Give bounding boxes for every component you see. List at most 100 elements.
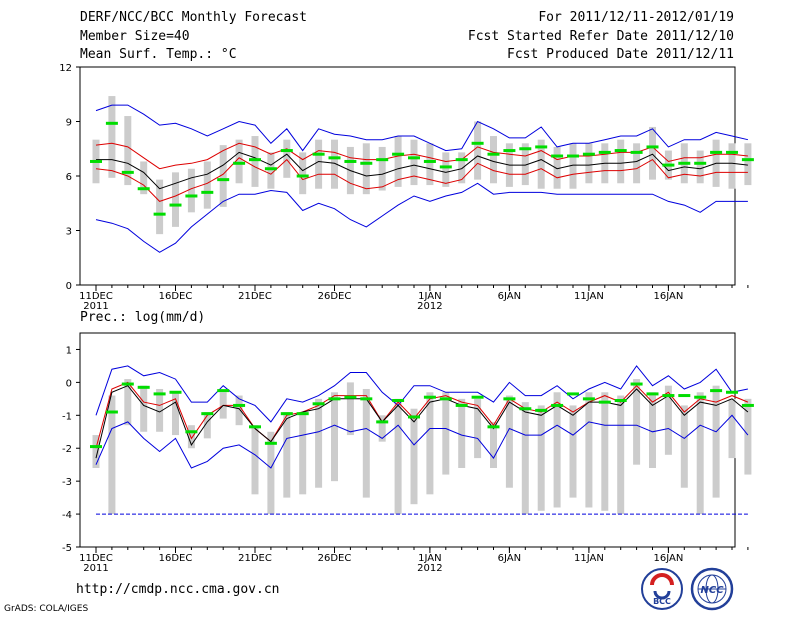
- x-tick-label: 6JAN: [498, 553, 521, 564]
- spread-box: [696, 392, 704, 515]
- spread-box: [442, 392, 450, 475]
- x-tick-label: 11DEC: [79, 553, 113, 564]
- spread-box: [394, 136, 402, 187]
- spread-box: [267, 152, 275, 189]
- min-line: [95, 182, 748, 253]
- y-tick-label: 6: [66, 172, 72, 183]
- spread-box: [283, 412, 291, 498]
- spread-box: [537, 405, 545, 511]
- spread-box: [664, 385, 672, 455]
- spread-box: [156, 388, 164, 432]
- x-tick-label: 1JAN: [418, 553, 441, 564]
- spread-box: [585, 392, 593, 508]
- spread-box: [442, 152, 450, 187]
- y-tick-label: -5: [62, 543, 72, 554]
- x-tick-label: 21DEC: [238, 291, 272, 302]
- spread-box: [267, 431, 275, 515]
- spread-box: [235, 395, 243, 426]
- spread-box: [617, 395, 625, 515]
- spread-box: [331, 139, 338, 189]
- y-tick-label: -2: [62, 444, 72, 455]
- spread-box: [569, 405, 577, 498]
- x-tick-label: 11DEC: [79, 291, 113, 302]
- spread-box: [203, 161, 211, 209]
- spread-box: [474, 121, 482, 180]
- y-tick-label: 1: [66, 345, 72, 356]
- spread-box: [696, 150, 704, 184]
- spread-box: [219, 145, 227, 207]
- spread-box: [187, 168, 195, 213]
- spread-box: [490, 136, 497, 184]
- spread-box: [633, 379, 641, 465]
- min-line: [95, 414, 749, 469]
- spread-box: [458, 152, 466, 184]
- spread-box: [283, 139, 291, 178]
- spread-box: [140, 161, 148, 195]
- spread-box: [474, 398, 482, 459]
- spread-box: [203, 412, 211, 439]
- median-line: [95, 385, 749, 459]
- y-tick-label: 3: [66, 227, 72, 238]
- x-tick-label: 16DEC: [159, 553, 193, 564]
- spread-box: [569, 143, 577, 189]
- spread-box: [362, 388, 370, 498]
- spread-box: [601, 392, 609, 511]
- chart-title: DERF/NCC/BCC Monthly Forecast: [80, 10, 307, 25]
- x-tick-year: 2012: [417, 301, 442, 312]
- x-tick-label: 1JAN: [418, 291, 441, 302]
- spread-box: [458, 398, 466, 468]
- spread-box: [410, 408, 418, 505]
- x-tick-label: 6JAN: [498, 291, 521, 302]
- spread-box: [617, 139, 625, 184]
- spread-box: [410, 139, 418, 186]
- max-line: [95, 365, 749, 423]
- spread-box: [108, 395, 116, 515]
- spread-box: [728, 398, 736, 459]
- spread-box: [744, 143, 752, 186]
- x-tick-label: 16JAN: [653, 553, 683, 564]
- footer-url[interactable]: http://cmdp.ncc.cma.gov.cn: [76, 582, 280, 597]
- spread-box: [649, 126, 656, 180]
- spread-box: [521, 402, 529, 515]
- x-tick-label: 26DEC: [318, 291, 352, 302]
- spread-box: [712, 385, 720, 498]
- x-tick-label: 21DEC: [238, 553, 272, 564]
- spread-box: [172, 392, 179, 436]
- spread-box: [156, 179, 164, 235]
- y-tick-label: 12: [59, 63, 72, 74]
- member-size-label: Member Size=40: [80, 29, 190, 44]
- y-tick-label: -1: [62, 411, 72, 422]
- x-tick-label: 16JAN: [653, 291, 683, 302]
- y-tick-label: 0: [66, 281, 72, 292]
- spread-box: [505, 395, 513, 488]
- spread-box: [426, 143, 434, 186]
- x-tick-year: 2011: [83, 563, 108, 574]
- forecast-started-date: Fcst Started Refer Date 2011/12/10: [467, 29, 734, 44]
- spread-box: [92, 435, 100, 468]
- x-tick-label: 11JAN: [574, 553, 604, 564]
- spread-box: [553, 146, 561, 189]
- spread-box: [426, 392, 434, 495]
- y-tick-label: -4: [62, 510, 72, 521]
- spread-box: [251, 136, 259, 187]
- spread-box: [331, 392, 338, 482]
- spread-box: [124, 379, 132, 426]
- spread-box: [299, 152, 307, 195]
- spread-box: [124, 116, 132, 186]
- spread-box: [108, 96, 116, 178]
- spread-box: [649, 392, 656, 468]
- precip-panel-title: Prec.: log(mm/d): [80, 310, 206, 325]
- median-line: [96, 151, 748, 190]
- x-tick-year: 2011: [83, 301, 108, 312]
- forecast-produced-date: Fcst Produced Date 2011/12/11: [507, 47, 734, 62]
- spread-box: [728, 143, 736, 189]
- spread-box: [378, 146, 386, 191]
- spread-box: [299, 412, 307, 495]
- spread-box: [490, 421, 497, 468]
- x-tick-label: 26DEC: [318, 553, 352, 564]
- forecast-period: For 2011/12/11-2012/01/19: [538, 10, 734, 25]
- spread-box: [744, 398, 752, 475]
- x-tick-label: 11JAN: [574, 291, 604, 302]
- y-tick-label: 9: [66, 118, 72, 129]
